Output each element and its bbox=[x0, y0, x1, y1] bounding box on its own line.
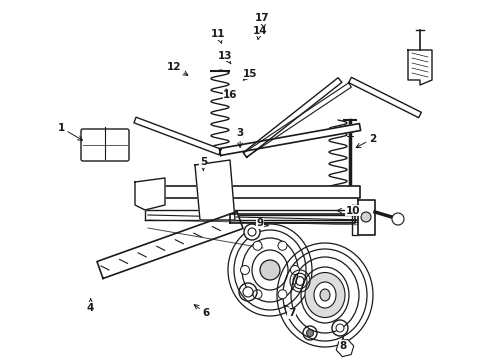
Circle shape bbox=[278, 290, 287, 299]
Circle shape bbox=[307, 329, 314, 337]
Polygon shape bbox=[97, 212, 243, 279]
Ellipse shape bbox=[305, 273, 345, 318]
Polygon shape bbox=[243, 78, 342, 157]
Text: 13: 13 bbox=[218, 51, 233, 64]
Text: 12: 12 bbox=[167, 62, 188, 75]
Circle shape bbox=[336, 324, 344, 332]
Text: 9: 9 bbox=[256, 218, 268, 228]
Polygon shape bbox=[230, 213, 355, 222]
Circle shape bbox=[291, 266, 299, 274]
Text: 6: 6 bbox=[194, 305, 209, 318]
FancyBboxPatch shape bbox=[81, 129, 129, 161]
Text: 5: 5 bbox=[200, 157, 207, 170]
Text: 3: 3 bbox=[237, 128, 244, 147]
Text: 8: 8 bbox=[340, 337, 346, 351]
Circle shape bbox=[244, 224, 260, 240]
Text: 7: 7 bbox=[284, 305, 295, 318]
Circle shape bbox=[253, 241, 262, 250]
Ellipse shape bbox=[314, 282, 336, 308]
Text: 1: 1 bbox=[58, 123, 82, 140]
Polygon shape bbox=[244, 83, 351, 157]
Polygon shape bbox=[134, 117, 221, 155]
Circle shape bbox=[253, 290, 262, 299]
Circle shape bbox=[241, 266, 249, 274]
Circle shape bbox=[392, 213, 404, 225]
Text: 14: 14 bbox=[252, 26, 267, 40]
Polygon shape bbox=[408, 50, 432, 85]
Polygon shape bbox=[140, 186, 360, 198]
Text: 2: 2 bbox=[356, 134, 376, 148]
Circle shape bbox=[361, 212, 371, 222]
Polygon shape bbox=[220, 123, 361, 156]
Polygon shape bbox=[145, 210, 365, 220]
Text: 10: 10 bbox=[337, 206, 360, 216]
Text: 17: 17 bbox=[255, 13, 270, 28]
Circle shape bbox=[243, 287, 253, 297]
Polygon shape bbox=[351, 205, 359, 235]
Circle shape bbox=[260, 260, 280, 280]
Text: 15: 15 bbox=[243, 69, 257, 80]
Polygon shape bbox=[358, 200, 375, 235]
Text: 11: 11 bbox=[211, 29, 225, 43]
Ellipse shape bbox=[320, 289, 330, 301]
Polygon shape bbox=[349, 77, 421, 118]
Circle shape bbox=[278, 241, 287, 250]
Polygon shape bbox=[135, 178, 165, 210]
Polygon shape bbox=[195, 160, 235, 220]
Text: 16: 16 bbox=[223, 89, 238, 100]
Text: 4: 4 bbox=[87, 299, 95, 313]
